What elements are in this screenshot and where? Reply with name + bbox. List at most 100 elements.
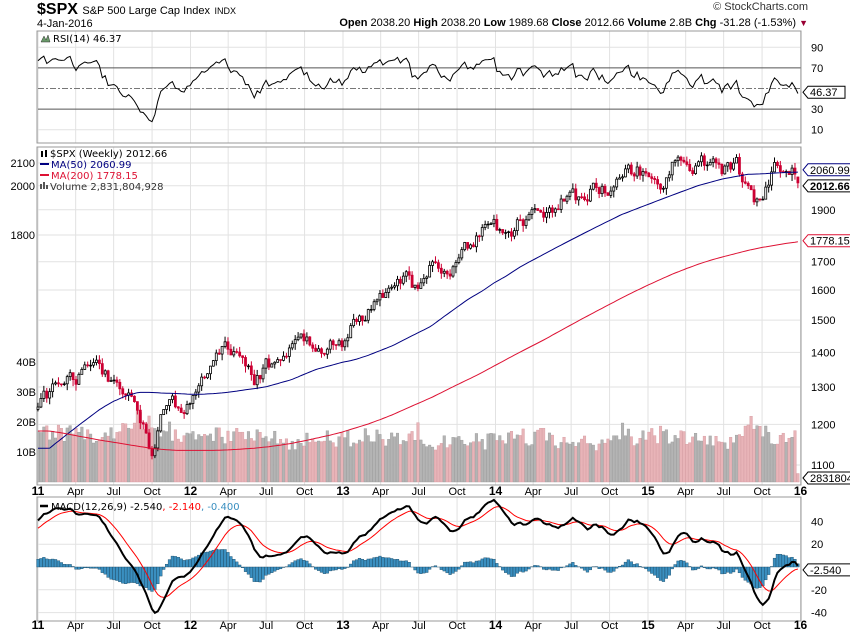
candle-up — [317, 348, 320, 352]
macd-line — [37, 498, 799, 615]
macd-histogram-bar — [319, 566, 324, 573]
volume-bar — [708, 435, 712, 483]
candle-up — [349, 325, 353, 339]
volume-bar — [667, 443, 671, 483]
macd-histogram-bar — [413, 566, 417, 571]
macd-histogram-bar — [240, 566, 245, 568]
macd-histogram-bar — [258, 566, 262, 583]
candle-down — [311, 344, 315, 349]
candle-up — [641, 171, 645, 176]
volume-bar — [504, 443, 508, 483]
macd-histogram-bar — [714, 566, 718, 570]
macd-label: MACD(12,26,9) -2.540 — [51, 502, 162, 513]
candle-up — [273, 361, 277, 365]
candle-down — [650, 176, 654, 179]
macd-histogram-bar — [524, 566, 528, 572]
candle-up — [188, 403, 192, 405]
candle-down — [144, 423, 148, 434]
candle-up — [755, 198, 759, 203]
candle-down — [308, 336, 312, 346]
close-value-tag-box — [802, 179, 850, 193]
time-axis-tick: 12 — [184, 618, 198, 632]
candle-up — [264, 358, 268, 369]
time-axis-tick: 13 — [336, 618, 350, 632]
volume-bar — [425, 446, 429, 483]
price-axis-tick: 1700 — [811, 257, 835, 269]
macd-histogram-bar — [223, 549, 227, 568]
candle-down — [472, 244, 475, 248]
macd-histogram-bar — [176, 556, 180, 568]
candle-down — [314, 347, 318, 352]
volume-bar — [357, 439, 361, 483]
volume-bar — [132, 422, 136, 483]
time-axis-tick: Jul — [564, 620, 578, 632]
candle-up — [571, 188, 575, 193]
time-axis-tick: Jul — [107, 620, 121, 632]
volume-bar — [299, 443, 303, 483]
candle-down — [495, 218, 499, 231]
high-value: 2038.20 — [440, 17, 481, 29]
candle-up — [290, 343, 294, 349]
volume-bar — [200, 436, 204, 483]
volume-axis-tick: 40B — [16, 357, 36, 369]
rsi-label: RSI(14) 46.37 — [53, 34, 122, 45]
macd-histogram-bar — [150, 566, 154, 592]
ma50-legend-label: MA(50) 2060.99 — [51, 160, 132, 171]
chg-label: Chg — [695, 17, 717, 29]
macd-histogram-bar — [89, 566, 93, 569]
candle-up — [48, 391, 52, 399]
volume-bar — [211, 440, 215, 483]
macd-histogram-bar — [392, 559, 397, 568]
macd-histogram-bar — [53, 559, 58, 568]
macd-histogram-bar — [425, 566, 429, 573]
candle-down — [86, 364, 90, 367]
macd-histogram-bar — [270, 566, 274, 573]
time-axis-tick: Apr — [67, 486, 84, 498]
candle-up — [293, 339, 297, 345]
time-axis-tick: Oct — [296, 620, 313, 632]
candle-down — [445, 270, 449, 275]
volume-bar — [749, 416, 753, 483]
macd-histogram-bar — [112, 566, 116, 581]
volume-bar — [469, 442, 473, 483]
macd-histogram-bar — [384, 557, 388, 568]
candle-up — [282, 355, 285, 361]
volume-legend-label: Volume 2,831,804,928 — [50, 182, 164, 193]
candle-down — [521, 219, 525, 226]
candle-down — [267, 358, 271, 368]
candle-up — [156, 430, 160, 449]
volume-bar — [369, 441, 373, 483]
rsi-axis-tick: 10 — [811, 125, 823, 137]
macd-histogram-bar — [474, 560, 478, 568]
macd-legend: MACD(12,26,9) -2.540, -2.140, -0.400 — [40, 502, 240, 513]
candle-down — [653, 178, 657, 180]
volume-bar — [676, 438, 680, 483]
candle-up — [545, 212, 548, 218]
candle-down — [235, 351, 239, 353]
volume-bar — [603, 442, 607, 483]
volume-bar — [547, 432, 551, 483]
volume-bar — [656, 443, 660, 483]
candle-down — [302, 333, 306, 342]
candle-down — [176, 406, 180, 409]
candle-up — [422, 278, 426, 284]
macd-histogram-bar — [267, 566, 271, 575]
volume-bar — [331, 442, 335, 483]
macd-histogram-bar — [48, 559, 52, 568]
candle-down — [603, 185, 607, 194]
rsi-axis-tick: 70 — [811, 63, 823, 75]
volume-bar — [580, 438, 584, 483]
price-axis-tick: 1900 — [811, 205, 835, 217]
price-axis-tick: 1600 — [811, 285, 835, 297]
price-legend: $SPX (Weekly) 2012.66 MA(50) 2060.99 MA(… — [40, 149, 167, 193]
macd-histogram-bar — [448, 566, 452, 575]
candle-down — [510, 231, 513, 237]
volume-bar — [460, 439, 464, 483]
volume-bar — [530, 444, 534, 483]
candle-up — [337, 340, 341, 346]
macd-histogram-bar — [775, 554, 780, 568]
macd-histogram-bar — [273, 566, 277, 572]
candle-down — [746, 182, 750, 187]
candle-up — [618, 177, 622, 180]
volume-bar — [214, 427, 218, 483]
